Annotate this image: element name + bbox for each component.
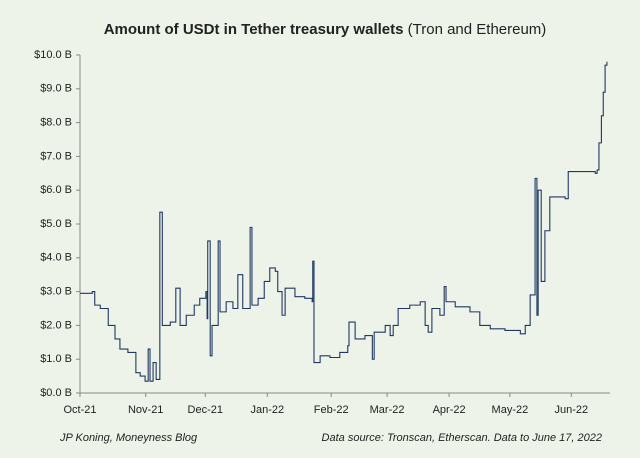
footer-right: Data source: Tronscan, Etherscan. Data t… bbox=[322, 432, 602, 444]
y-tick-label: $5.0 B bbox=[40, 218, 72, 230]
x-tick-label: Nov-21 bbox=[128, 404, 163, 416]
y-tick-label: $0.0 B bbox=[40, 387, 72, 399]
y-tick-label: $6.0 B bbox=[40, 184, 72, 196]
x-tick-label: Dec-21 bbox=[188, 404, 223, 416]
y-tick-label: $8.0 B bbox=[40, 117, 72, 129]
x-tick-label: Jun-22 bbox=[554, 404, 588, 416]
footer-left: JP Koning, Moneyness Blog bbox=[59, 432, 198, 444]
y-tick-label: $4.0 B bbox=[40, 252, 72, 264]
y-tick-label: $9.0 B bbox=[40, 83, 72, 95]
y-tick-label: $7.0 B bbox=[40, 150, 72, 162]
chart-title-group: Amount of USDt in Tether treasury wallet… bbox=[104, 21, 547, 38]
chart-title-note: (Tron and Ethereum) bbox=[408, 21, 547, 38]
x-tick-label: Jan-22 bbox=[250, 404, 284, 416]
x-tick-label: Apr-22 bbox=[433, 404, 466, 416]
x-tick-label: May-22 bbox=[492, 404, 529, 416]
x-tick-label: Feb-22 bbox=[314, 404, 349, 416]
x-tick-label: Mar-22 bbox=[370, 404, 405, 416]
y-tick-label: $1.0 B bbox=[40, 353, 72, 365]
x-tick-label: Oct-21 bbox=[63, 404, 96, 416]
data-line bbox=[80, 61, 608, 382]
y-tick-label: $3.0 B bbox=[40, 286, 72, 298]
chart-title: Amount of USDt in Tether treasury wallet… bbox=[104, 21, 404, 38]
y-tick-label: $10.0 B bbox=[34, 49, 72, 61]
y-tick-label: $2.0 B bbox=[40, 319, 72, 331]
